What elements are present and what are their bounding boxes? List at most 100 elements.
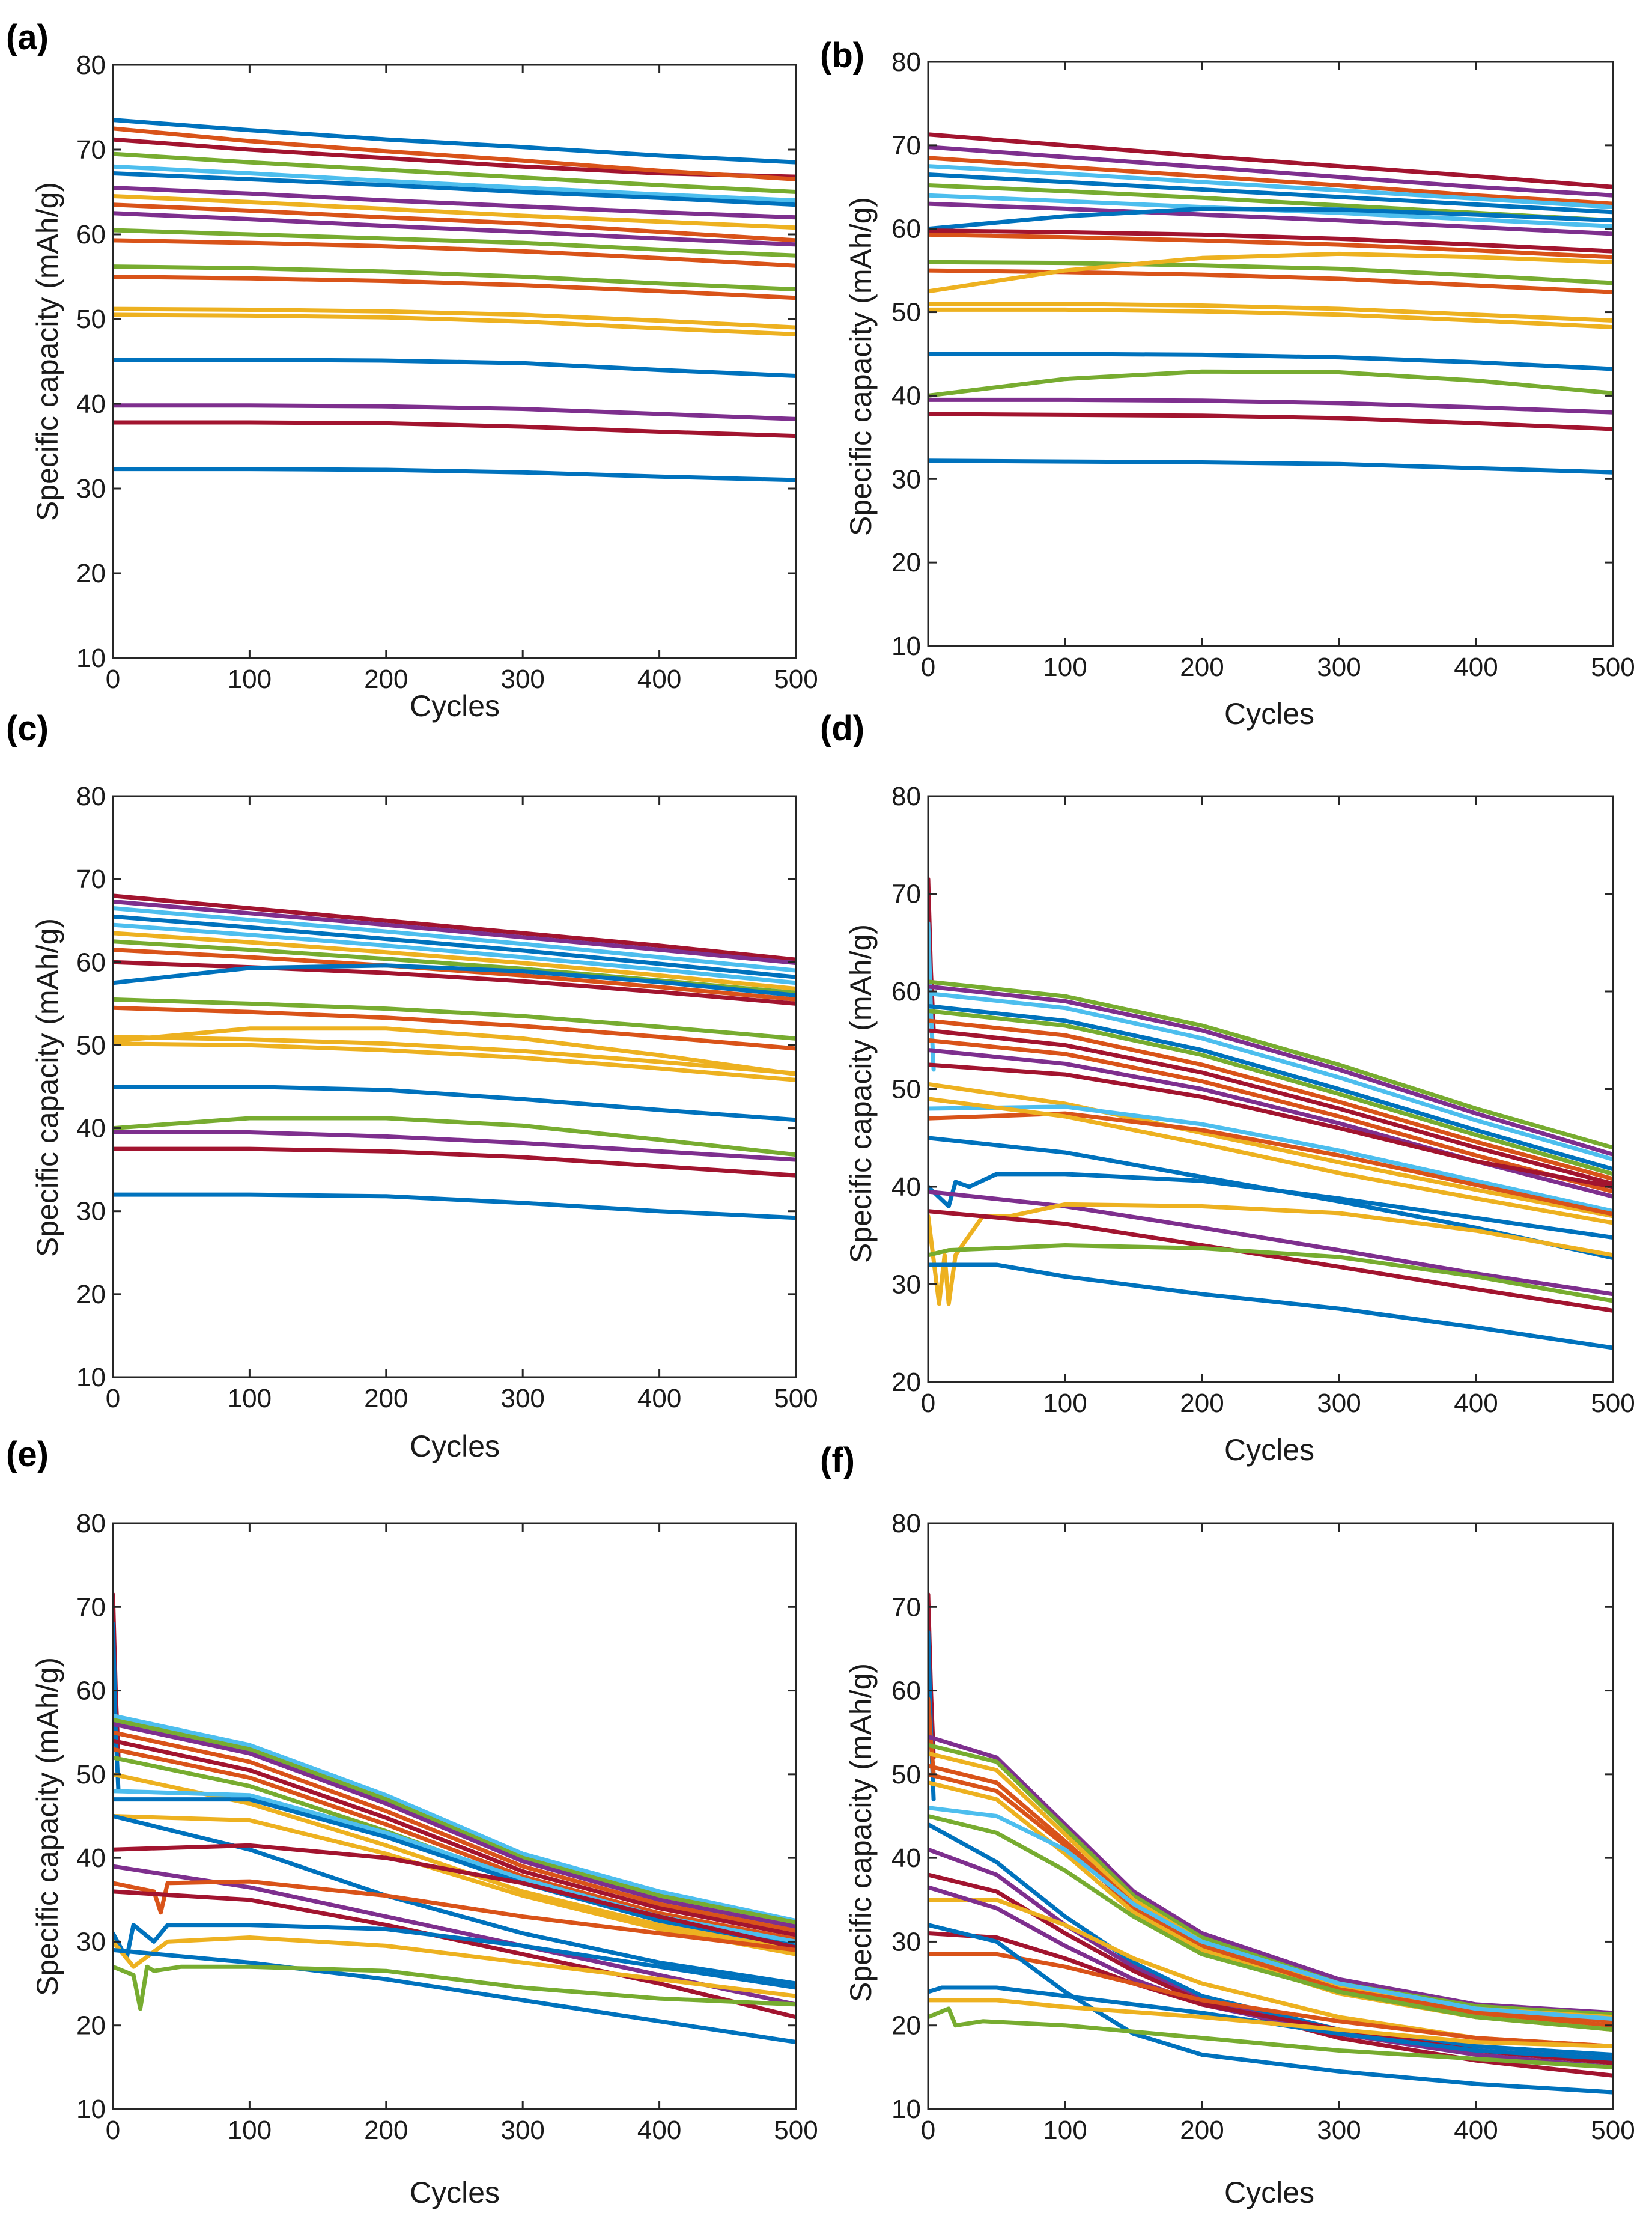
series-line-14 <box>928 251 1613 294</box>
y-tick-label: 80 <box>891 1509 921 1538</box>
x-tick-label: 0 <box>106 1384 120 1413</box>
x-tick-label: 0 <box>921 653 935 682</box>
series-line-10 <box>928 1806 1613 2021</box>
plot-area: 0 100 200 300 400 500 10 20 30 40 50 60 70 80 <box>76 782 818 1413</box>
x-tick-label: 400 <box>1454 2116 1498 2145</box>
y-tick-label: 50 <box>76 1760 106 1789</box>
y-tick-label: 10 <box>891 2095 921 2124</box>
series-group <box>113 1592 796 2045</box>
series-line-5 <box>113 1721 796 1929</box>
y-axis-title: Specific capacity (mAh/g) <box>31 182 64 521</box>
series-line-17 <box>928 352 1613 371</box>
series-line-16 <box>113 1085 796 1122</box>
y-tick-label: 10 <box>891 632 921 661</box>
series-line-3 <box>928 1697 936 1777</box>
series-line-5 <box>113 922 796 985</box>
x-tick-label: 200 <box>1180 653 1224 682</box>
series-line-9 <box>113 960 796 1006</box>
panel-f: (f) Cycles Specific capacity (mAh/g) 0 10… <box>820 1441 1635 2209</box>
series-line-7 <box>113 1738 796 1937</box>
y-tick-label: 70 <box>76 865 106 894</box>
x-tick-label: 500 <box>1591 1389 1635 1418</box>
x-axis-title: Cycles <box>1224 2176 1314 2209</box>
series-line-3 <box>928 156 1613 206</box>
series-line-2 <box>113 899 796 966</box>
y-tick-label: 30 <box>891 464 921 494</box>
x-tick-label: 500 <box>774 1384 818 1413</box>
x-axis-title: Cycles <box>410 1429 500 1463</box>
x-tick-label: 400 <box>637 665 681 694</box>
series-line-15 <box>113 306 796 330</box>
series-line-15 <box>113 1843 796 1950</box>
y-axis-title: Specific capacity (mAh/g) <box>844 924 878 1263</box>
series-line-6 <box>113 1730 796 1933</box>
series-line-11 <box>113 228 796 258</box>
x-tick-label: 400 <box>637 2116 681 2145</box>
y-axis-title: Specific capacity (mAh/g) <box>31 918 64 1257</box>
y-tick-label: 80 <box>76 50 106 80</box>
y-tick-label: 80 <box>76 782 106 811</box>
y-tick-label: 60 <box>891 215 921 244</box>
series-line-22 <box>113 1964 796 2011</box>
plot-area: 0 100 200 300 400 500 20 30 40 50 60 70 80 <box>891 782 1635 1418</box>
series-line-21 <box>113 1947 796 2045</box>
axes-box <box>112 1522 797 2110</box>
series-group <box>928 132 1613 475</box>
y-tick-label: 50 <box>891 298 921 327</box>
y-tick-label: 60 <box>76 220 106 249</box>
y-tick-label: 40 <box>76 389 106 419</box>
x-axis-title: Cycles <box>1224 1433 1314 1467</box>
x-tick-label: 500 <box>774 2116 818 2145</box>
y-tick-label: 20 <box>891 2011 921 2041</box>
series-line-3 <box>113 126 796 181</box>
y-tick-label: 80 <box>891 47 921 77</box>
plot-area: 0 100 200 300 400 500 10 20 30 40 50 60 70 80 <box>76 1509 818 2145</box>
y-tick-label: 70 <box>891 1592 921 1622</box>
series-line-8 <box>113 1747 796 1941</box>
series-line-19 <box>113 1146 796 1178</box>
axes-box <box>927 1522 1614 2110</box>
series-line-12 <box>113 1797 796 1948</box>
series-line-8 <box>113 194 796 230</box>
x-tick-label: 500 <box>1591 653 1635 682</box>
series-line-4 <box>113 1717 796 1925</box>
panel-e: (e) Cycles Specific capacity (mAh/g) 0 10… <box>6 1435 818 2209</box>
x-tick-label: 200 <box>1180 2116 1224 2145</box>
series-line-18 <box>928 369 1613 398</box>
series-line-19 <box>928 1923 1613 2095</box>
series-line-5 <box>113 164 796 203</box>
series-line-5 <box>928 991 1613 1161</box>
y-tick-label: 40 <box>76 1843 106 1873</box>
x-tick-label: 100 <box>228 2116 272 2145</box>
panel-label: (b) <box>820 36 864 75</box>
series-line-1 <box>113 893 796 962</box>
series-line-3 <box>928 979 1613 1150</box>
x-tick-label: 300 <box>500 665 544 694</box>
series-line-23 <box>928 1262 1613 1350</box>
y-tick-label: 50 <box>891 1760 921 1789</box>
y-axis-title: Specific capacity (mAh/g) <box>844 197 878 536</box>
y-tick-label: 30 <box>76 1927 106 1956</box>
y-tick-label: 70 <box>76 1592 106 1622</box>
series-group <box>113 118 796 482</box>
x-tick-label: 300 <box>500 2116 544 2145</box>
series-group <box>113 893 796 1220</box>
x-tick-label: 200 <box>364 2116 408 2145</box>
x-tick-label: 400 <box>637 1384 681 1413</box>
series-line-14 <box>928 1104 1613 1214</box>
series-line-12 <box>113 1005 796 1051</box>
series-line-18 <box>113 1130 796 1162</box>
series-line-20 <box>113 1935 796 1998</box>
y-tick-label: 20 <box>891 548 921 577</box>
series-line-4 <box>113 914 796 979</box>
y-tick-label: 50 <box>76 305 106 334</box>
x-axis-title: Cycles <box>410 2176 500 2209</box>
series-line-2 <box>928 145 1613 198</box>
series-line-12 <box>928 260 1613 285</box>
y-tick-label: 70 <box>891 131 921 160</box>
series-line-6 <box>113 931 796 991</box>
y-tick-label: 70 <box>891 880 921 909</box>
series-line-5 <box>928 172 1613 215</box>
y-tick-label: 70 <box>76 135 106 165</box>
